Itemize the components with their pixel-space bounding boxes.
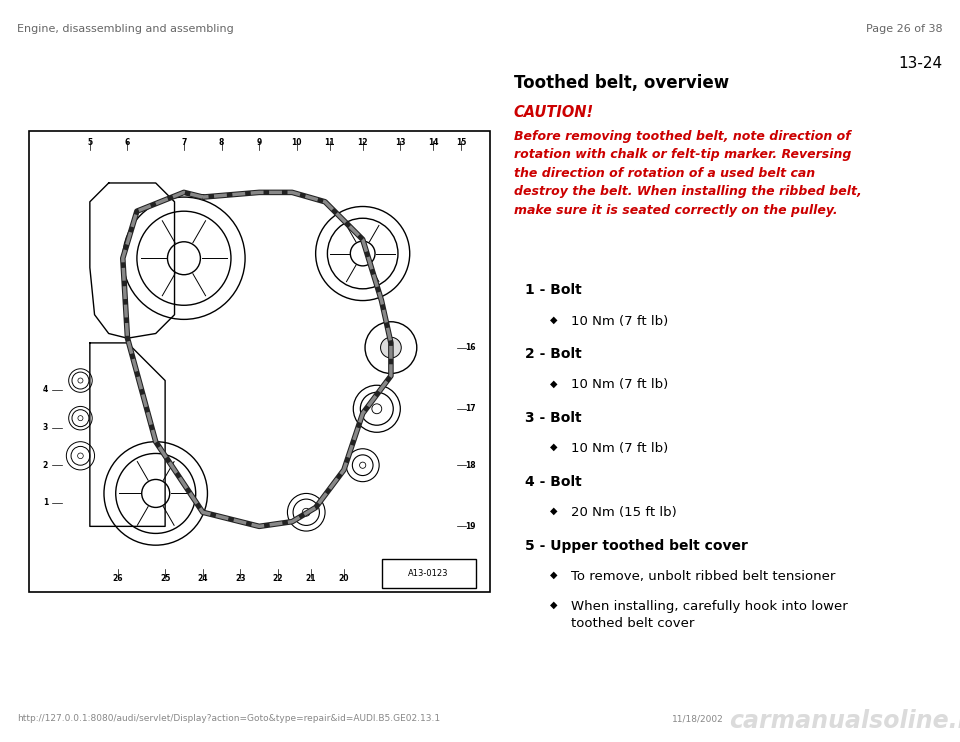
Text: 10: 10: [292, 138, 302, 147]
Text: Toothed belt, overview: Toothed belt, overview: [514, 74, 729, 92]
Text: 9: 9: [256, 138, 262, 147]
Text: 1 - Bolt: 1 - Bolt: [525, 283, 582, 298]
Bar: [381, 559, 475, 588]
Text: 13: 13: [396, 138, 405, 147]
Circle shape: [372, 404, 382, 414]
Text: 15: 15: [456, 138, 467, 147]
Text: 20: 20: [339, 574, 349, 582]
Text: 4: 4: [43, 385, 48, 395]
Text: When installing, carefully hook into lower
toothed belt cover: When installing, carefully hook into low…: [571, 600, 848, 629]
Text: 10 Nm (7 ft lb): 10 Nm (7 ft lb): [571, 442, 668, 456]
Text: ◆: ◆: [550, 570, 558, 580]
Text: Engine, disassembling and assembling: Engine, disassembling and assembling: [17, 24, 234, 33]
Text: 1: 1: [43, 499, 48, 508]
Text: ◆: ◆: [550, 506, 558, 516]
Circle shape: [360, 462, 366, 468]
Text: 2 - Bolt: 2 - Bolt: [525, 347, 582, 361]
Text: ◆: ◆: [550, 315, 558, 324]
Circle shape: [167, 242, 201, 275]
Text: ◆: ◆: [550, 442, 558, 452]
Text: 4 - Bolt: 4 - Bolt: [525, 475, 582, 489]
Text: 20 Nm (15 ft lb): 20 Nm (15 ft lb): [571, 506, 677, 519]
Text: A13-0123: A13-0123: [408, 569, 448, 578]
Text: 5: 5: [87, 138, 92, 147]
Text: 18: 18: [465, 461, 475, 470]
Text: ◆: ◆: [550, 600, 558, 609]
Text: Page 26 of 38: Page 26 of 38: [866, 24, 943, 33]
Circle shape: [78, 416, 83, 421]
Text: 6: 6: [125, 138, 131, 147]
Text: 25: 25: [160, 574, 170, 582]
Circle shape: [302, 508, 310, 516]
Text: To remove, unbolt ribbed belt tensioner: To remove, unbolt ribbed belt tensioner: [571, 570, 835, 583]
Text: 11/18/2002: 11/18/2002: [672, 715, 724, 723]
Text: ◆: ◆: [550, 378, 558, 388]
Text: 3: 3: [43, 423, 48, 432]
Text: 10 Nm (7 ft lb): 10 Nm (7 ft lb): [571, 315, 668, 328]
Text: carmanualsoline.info: carmanualsoline.info: [730, 709, 960, 733]
Text: 7: 7: [181, 138, 186, 147]
Circle shape: [142, 479, 170, 508]
Text: 8: 8: [219, 138, 225, 147]
Text: 12: 12: [357, 138, 368, 147]
Text: 13-24: 13-24: [899, 56, 943, 70]
Circle shape: [78, 378, 83, 383]
Text: 17: 17: [465, 404, 475, 413]
Text: 19: 19: [465, 522, 475, 531]
Text: 21: 21: [305, 574, 316, 582]
Text: 24: 24: [198, 574, 208, 582]
Text: 14: 14: [428, 138, 439, 147]
Text: 11: 11: [324, 138, 335, 147]
Text: CAUTION!: CAUTION!: [514, 105, 593, 120]
Text: 10 Nm (7 ft lb): 10 Nm (7 ft lb): [571, 378, 668, 392]
Circle shape: [380, 338, 401, 358]
Text: http://127.0.0.1:8080/audi/servlet/Display?action=Goto&type=repair&id=AUDI.B5.GE: http://127.0.0.1:8080/audi/servlet/Displ…: [17, 715, 441, 723]
Text: 22: 22: [273, 574, 283, 582]
Text: 23: 23: [235, 574, 246, 582]
Text: Before removing toothed belt, note direction of
rotation with chalk or felt-tip : Before removing toothed belt, note direc…: [514, 130, 861, 217]
Text: 3 - Bolt: 3 - Bolt: [525, 411, 582, 425]
Circle shape: [78, 453, 84, 459]
Text: 16: 16: [465, 343, 475, 352]
Text: 5 - Upper toothed belt cover: 5 - Upper toothed belt cover: [525, 539, 748, 553]
Circle shape: [350, 241, 375, 266]
Text: 26: 26: [113, 574, 123, 582]
Text: 2: 2: [43, 461, 48, 470]
